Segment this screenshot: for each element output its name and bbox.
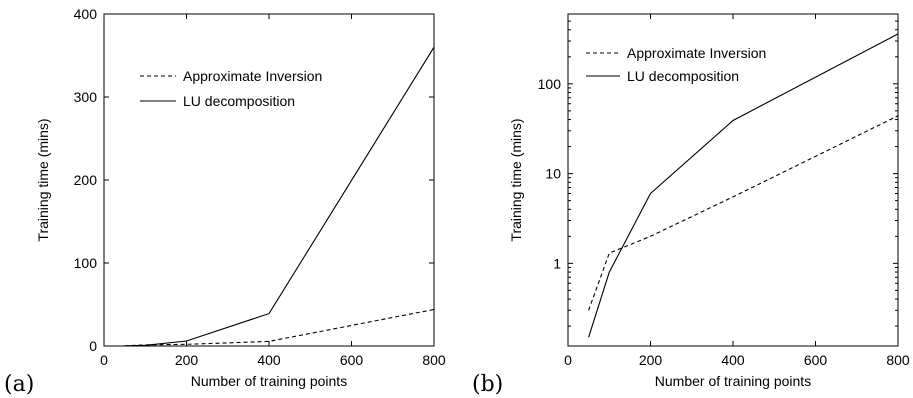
x-tick-label: 0 — [564, 352, 572, 368]
series-line-lu-decomposition — [588, 33, 899, 338]
panel-label: (a) — [4, 372, 34, 397]
chart-panel-a: 0 200 400 600 800 0 100 200 300 400 Number of trai… — [4, 6, 446, 397]
x-axis-label: Number of training points — [655, 373, 811, 389]
legend-entry-label: Approximate Inversion — [627, 45, 766, 61]
y-tick-label: 300 — [74, 89, 98, 105]
plot-frame — [103, 13, 435, 347]
x-axis-label: Number of training points — [191, 373, 347, 389]
x-tick-label: 600 — [340, 352, 364, 368]
legend-entry-label: LU decomposition — [627, 68, 739, 84]
panel-label: (b) — [472, 372, 503, 397]
y-tick-label: 400 — [74, 6, 98, 22]
y-axis-label: Training time (mins) — [35, 118, 51, 241]
x-tick-label: 400 — [257, 352, 281, 368]
legend: Approximate Inversion LU decomposition — [140, 68, 322, 109]
legend-entry-label: Approximate Inversion — [183, 68, 322, 84]
y-axis-label: Training time (mins) — [508, 118, 524, 241]
x-tick-label: 400 — [721, 352, 745, 368]
series-line-approximate-inversion — [588, 115, 899, 311]
x-tick-label: 800 — [422, 352, 446, 368]
y-tick-label: 10 — [545, 166, 561, 182]
y-tick-label: 1 — [553, 255, 561, 271]
x-tick-label: 600 — [804, 352, 828, 368]
x-tick-label: 0 — [100, 352, 108, 368]
chart-panel-b: 0 200 400 600 800 1 10 100 Number of training po… — [472, 13, 910, 397]
legend: Approximate Inversion LU decomposition — [586, 45, 766, 84]
x-tick-label: 200 — [639, 352, 663, 368]
y-tick-label: 200 — [74, 172, 98, 188]
plot-frame — [567, 13, 899, 347]
x-tick-label: 800 — [886, 352, 910, 368]
legend-entry-label: LU decomposition — [183, 93, 295, 109]
series-line-approximate-inversion — [124, 308, 435, 347]
y-tick-label: 100 — [74, 255, 98, 271]
series-line-lu-decomposition — [124, 46, 435, 347]
x-tick-label: 200 — [175, 352, 199, 368]
y-tick-label: 0 — [89, 338, 97, 354]
y-tick-label: 100 — [538, 76, 562, 92]
